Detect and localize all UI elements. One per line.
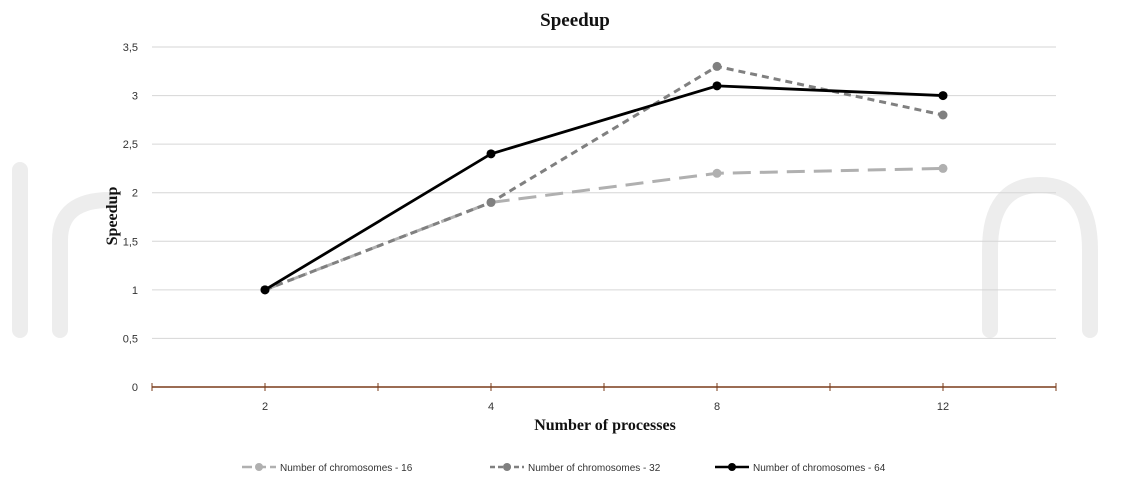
x-axis-title: Number of processes bbox=[534, 417, 676, 434]
series-line bbox=[264, 84, 944, 292]
x-tick-label: 4 bbox=[488, 401, 494, 413]
data-point bbox=[712, 61, 722, 71]
y-tick-label: 1 bbox=[132, 285, 138, 297]
legend-item: Number of chromosomes - 16 bbox=[242, 463, 413, 474]
x-tick-label: 12 bbox=[937, 401, 949, 413]
data-point bbox=[260, 285, 270, 295]
legend-label: Number of chromosomes - 64 bbox=[753, 463, 886, 474]
chart-title: Speedup bbox=[540, 10, 610, 31]
series-2 bbox=[260, 61, 948, 295]
y-tick-label: 0 bbox=[132, 382, 138, 394]
legend-swatch-marker bbox=[728, 463, 736, 471]
watermark-logo bbox=[12, 162, 1098, 338]
data-point bbox=[486, 149, 496, 159]
legend-label: Number of chromosomes - 16 bbox=[280, 463, 413, 474]
y-tick-label: 2,5 bbox=[123, 139, 138, 151]
y-tick-label: 2 bbox=[132, 188, 138, 200]
x-tick-label: 2 bbox=[262, 401, 268, 413]
legend-item: Number of chromosomes - 64 bbox=[715, 463, 886, 474]
series-3 bbox=[260, 81, 948, 295]
series-line bbox=[264, 64, 944, 292]
data-point bbox=[712, 81, 722, 91]
data-point bbox=[938, 91, 948, 101]
y-tick-label: 3,5 bbox=[123, 42, 138, 54]
data-point bbox=[486, 197, 496, 207]
watermark-shape bbox=[12, 162, 1098, 338]
data-point bbox=[712, 168, 722, 178]
data-point bbox=[938, 163, 948, 173]
legend-swatch-marker bbox=[255, 463, 263, 471]
y-tick-label: 3 bbox=[132, 91, 138, 103]
y-tick-label: 1,5 bbox=[123, 236, 138, 248]
legend-label: Number of chromosomes - 32 bbox=[528, 463, 661, 474]
y-tick-label: 0,5 bbox=[123, 333, 138, 345]
x-tick-label: 8 bbox=[714, 401, 720, 413]
legend-swatch-marker bbox=[503, 463, 511, 471]
legend-item: Number of chromosomes - 32 bbox=[490, 463, 661, 474]
y-axis-title: Speedup bbox=[104, 187, 121, 246]
data-point bbox=[938, 110, 948, 120]
